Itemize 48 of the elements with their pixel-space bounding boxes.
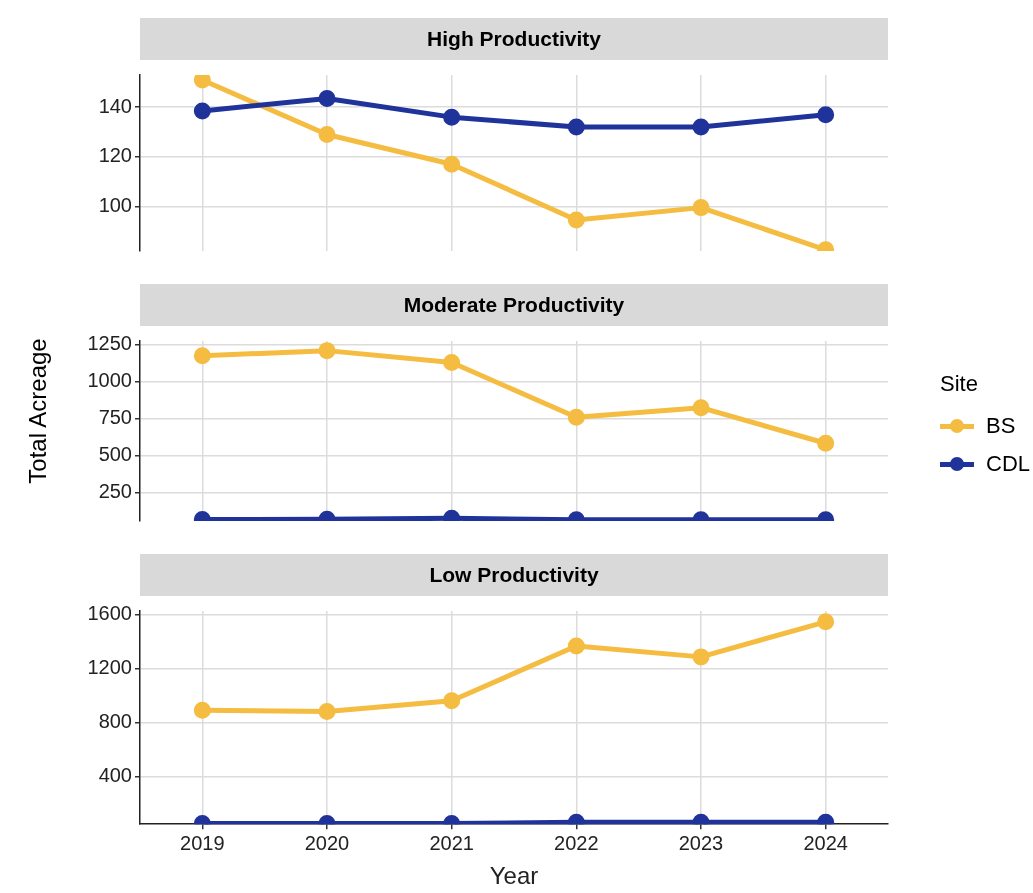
point: [567, 408, 585, 426]
legend-label: CDL: [986, 451, 1031, 477]
chart-title: High Productivity: [140, 18, 888, 60]
y-tick-label: 1250: [87, 332, 132, 355]
point: [692, 399, 710, 417]
y-tick-label: 400: [98, 763, 132, 786]
x-tick-label: 2019: [180, 831, 225, 854]
point: [193, 701, 211, 719]
point: [567, 637, 585, 655]
y-tick-label: 100: [98, 193, 132, 216]
y-tick-label: 750: [98, 406, 132, 429]
point: [318, 342, 336, 360]
chart-title: Low Productivity: [140, 554, 888, 596]
legend-title: Site: [940, 371, 979, 397]
x-tick-label: 2023: [678, 831, 724, 854]
point: [692, 118, 710, 136]
y-tick-label: 1200: [87, 655, 132, 678]
point: [193, 347, 211, 365]
y-tick-label: 800: [98, 709, 132, 732]
y-tick-label: 1000: [87, 369, 132, 392]
x-tick-label: 2024: [803, 831, 848, 854]
point: [318, 125, 336, 143]
x-tick-label: 2021: [429, 831, 474, 854]
point: [817, 613, 835, 631]
y-tick-label: 1600: [87, 601, 132, 624]
y-tick-label: 250: [98, 480, 132, 503]
y-tick-label: 500: [98, 443, 132, 466]
point: [318, 703, 336, 721]
x-axis-title: Year: [489, 862, 539, 890]
y-tick-label: 120: [98, 144, 132, 167]
chart-title: Moderate Productivity: [140, 284, 888, 326]
x-tick-label: 2020: [304, 831, 350, 854]
point: [692, 199, 710, 217]
point: [443, 692, 461, 710]
y-tick-label: 140: [98, 94, 132, 117]
point: [692, 648, 710, 666]
point: [318, 90, 336, 108]
y-axis-title: Total Acreage: [24, 338, 52, 484]
point: [567, 118, 585, 136]
point: [817, 434, 835, 452]
point: [817, 106, 835, 124]
point: [443, 155, 461, 173]
point: [193, 102, 211, 120]
point: [443, 353, 461, 371]
x-tick-label: 2022: [554, 831, 599, 854]
legend-label: BS: [986, 413, 1016, 439]
point: [567, 211, 585, 229]
point: [443, 108, 461, 126]
